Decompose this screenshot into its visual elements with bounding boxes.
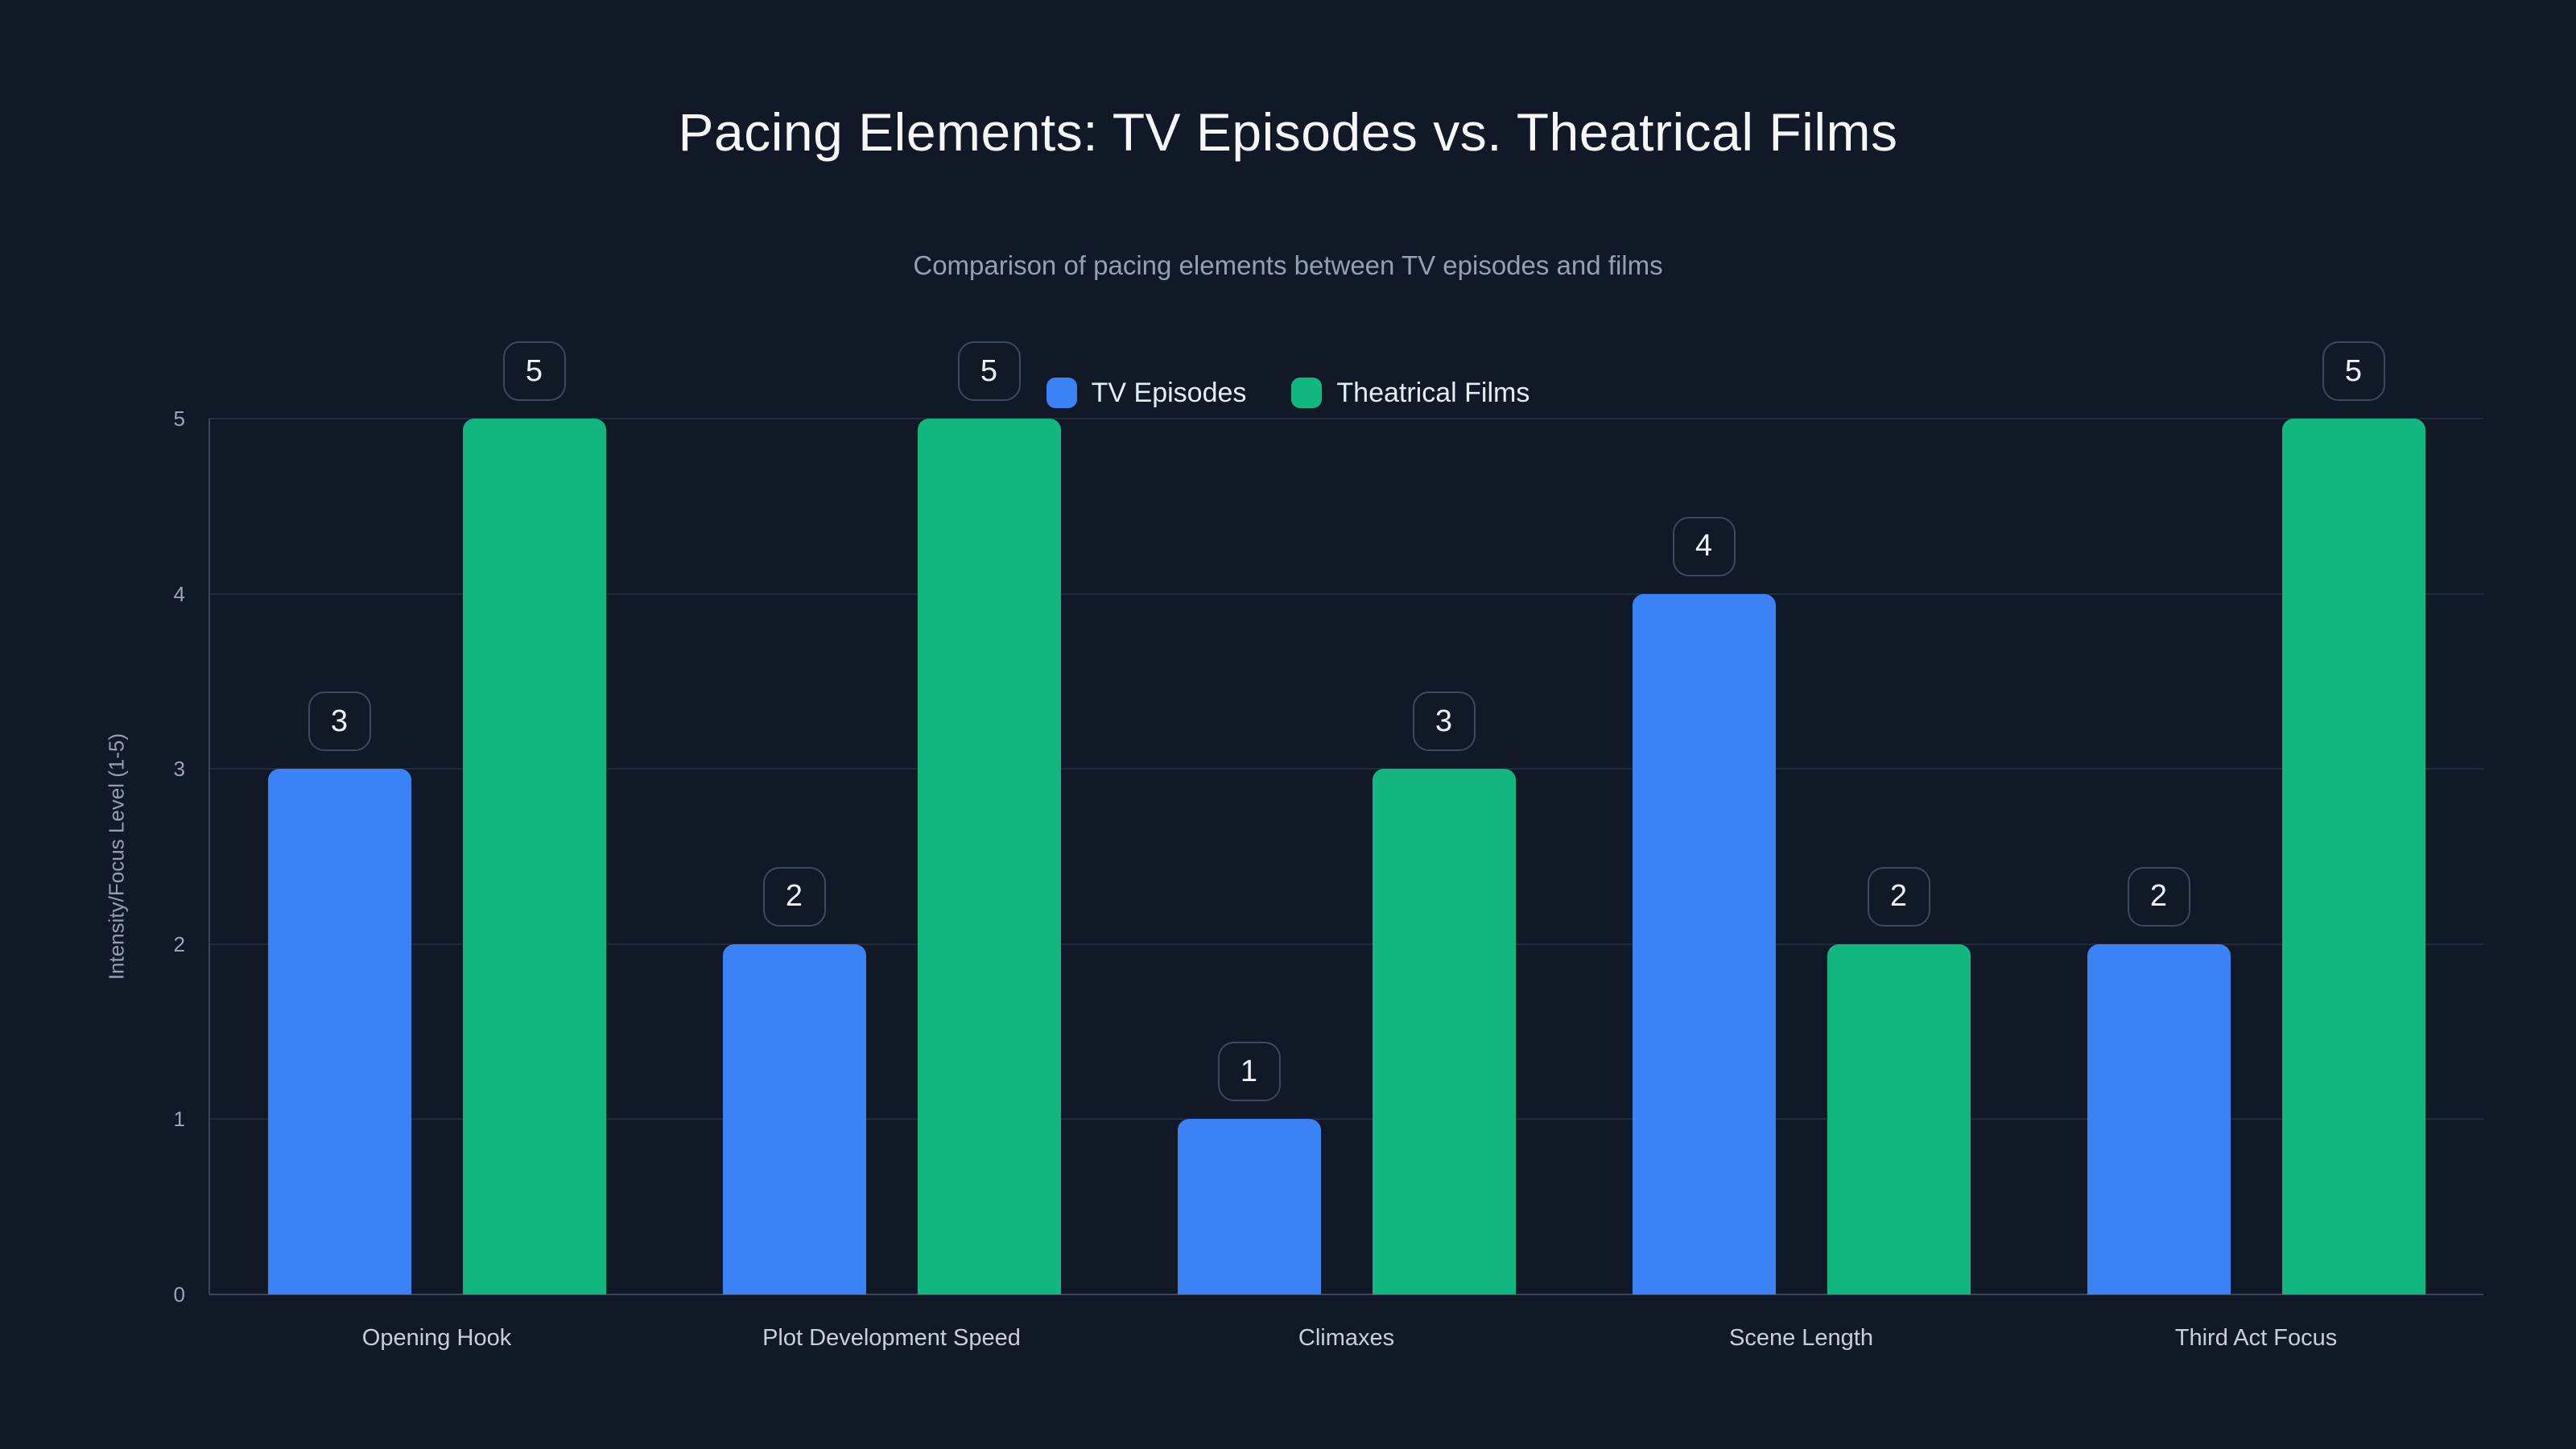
- bar-tv-episodes-opening-hook[interactable]: [267, 769, 411, 1294]
- y-axis-line: [208, 419, 210, 1294]
- legend-item-theatrical-films[interactable]: Theatrical Films: [1291, 378, 1530, 409]
- value-label-tv-episodes-plot-development-speed: 2: [762, 866, 826, 927]
- value-label-tv-episodes-climaxes: 1: [1217, 1042, 1281, 1102]
- legend-item-tv-episodes[interactable]: TV Episodes: [1046, 377, 1247, 409]
- chart-subtitle: Comparison of pacing elements between TV…: [913, 250, 1663, 280]
- gridline: [209, 592, 2483, 595]
- bar-tv-episodes-plot-development-speed[interactable]: [722, 943, 866, 1294]
- value-label-theatrical-films-opening-hook: 5: [502, 341, 566, 401]
- bar-tv-episodes-scene-length[interactable]: [1632, 593, 1776, 1294]
- x-axis-label: Opening Hook: [361, 1325, 512, 1351]
- legend-label-tv-episodes: TV Episodes: [1091, 377, 1247, 408]
- gridline: [209, 943, 2483, 945]
- value-label-theatrical-films-plot-development-speed: 5: [957, 341, 1021, 401]
- y-tick-label: 5: [173, 407, 185, 431]
- y-tick-label: 4: [173, 581, 185, 606]
- legend-swatch-icon-tv-episodes: [1046, 378, 1077, 408]
- chart-title: Pacing Elements: TV Episodes vs. Theatri…: [678, 102, 1898, 162]
- legend: TV Episodes Theatrical Films: [0, 372, 2576, 414]
- legend-swatch-icon-theatrical-films: [1291, 378, 1323, 408]
- y-tick-label: 3: [173, 757, 185, 782]
- bar-tv-episodes-third-act-focus[interactable]: [2087, 943, 2231, 1294]
- y-tick-label: 2: [173, 931, 185, 956]
- value-label-theatrical-films-third-act-focus: 5: [2322, 341, 2385, 401]
- value-label-tv-episodes-opening-hook: 3: [308, 691, 371, 752]
- bar-theatrical-films-opening-hook[interactable]: [462, 419, 606, 1294]
- bar-theatrical-films-scene-length[interactable]: [1827, 943, 1971, 1294]
- gridline: [209, 418, 2483, 419]
- y-tick-label: 0: [173, 1282, 185, 1307]
- value-label-tv-episodes-third-act-focus: 2: [2127, 866, 2190, 927]
- bar-theatrical-films-plot-development-speed[interactable]: [917, 419, 1061, 1294]
- x-axis-label: Climaxes: [1298, 1325, 1395, 1351]
- bar-theatrical-films-climaxes[interactable]: [1372, 769, 1516, 1294]
- bar-tv-episodes-climaxes[interactable]: [1177, 1119, 1321, 1294]
- bar-theatrical-films-third-act-focus[interactable]: [2281, 419, 2425, 1294]
- value-label-theatrical-films-scene-length: 2: [1867, 866, 1930, 927]
- x-axis-line: [209, 1294, 2483, 1295]
- x-axis-label: Plot Development Speed: [762, 1325, 1021, 1351]
- gridline: [209, 768, 2483, 770]
- x-axis-label: Scene Length: [1729, 1325, 1873, 1351]
- x-axis-label: Third Act Focus: [2174, 1325, 2338, 1351]
- legend-label-theatrical-films: Theatrical Films: [1336, 377, 1530, 408]
- gridline: [209, 1118, 2483, 1121]
- value-label-tv-episodes-scene-length: 4: [1672, 516, 1736, 576]
- y-tick-label: 1: [173, 1107, 185, 1132]
- value-label-theatrical-films-climaxes: 3: [1412, 691, 1476, 752]
